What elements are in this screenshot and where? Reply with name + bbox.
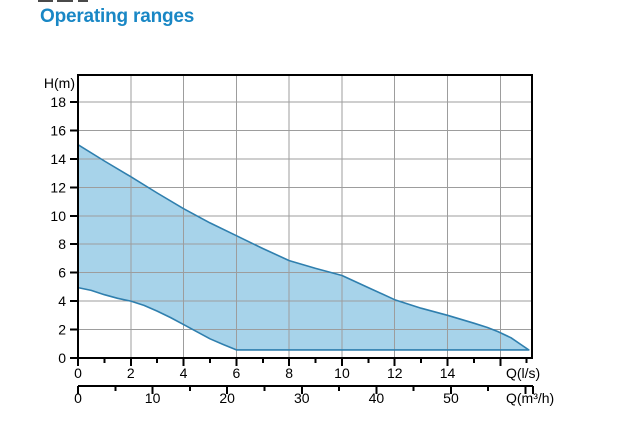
x2-tick-label: 10 <box>145 390 161 406</box>
x-tick-label: 12 <box>387 365 403 381</box>
x-tick-label: 8 <box>285 365 293 381</box>
x-tick-label: 14 <box>440 365 456 381</box>
y-tick-label: 0 <box>58 350 66 366</box>
x2-tick-label: 40 <box>369 390 385 406</box>
y-axis: 0 2 4 6 8 10 12 14 16 18 H(m) <box>44 75 78 366</box>
x2-tick-label: 20 <box>219 390 235 406</box>
x2-tick-label: 30 <box>294 390 310 406</box>
y-tick-label: 12 <box>50 179 66 195</box>
y-tick-label: 16 <box>50 122 66 138</box>
y-tick-label: 8 <box>58 236 66 252</box>
y-tick-label: 4 <box>58 293 66 309</box>
x-tick-label: 6 <box>232 365 240 381</box>
operating-range-band-fill <box>78 144 529 350</box>
x-axis-secondary-title: Q(m³/h) <box>506 390 554 406</box>
y-axis-title: H(m) <box>44 75 75 91</box>
x-axis-primary-title: Q(l/s) <box>506 365 540 381</box>
y-tick-label: 14 <box>50 151 66 167</box>
cropped-content-artifact <box>57 0 73 2</box>
operating-range-band-outline <box>77 143 530 351</box>
x-axis-secondary: 0 10 20 30 40 50 Q(m³/h) <box>74 385 554 406</box>
page-title: Operating ranges <box>40 6 195 27</box>
y-tick-label: 2 <box>58 322 66 338</box>
y-tick-label: 6 <box>58 265 66 281</box>
gridlines <box>78 75 532 358</box>
x-tick-label: 4 <box>180 365 188 381</box>
x-tick-label: 0 <box>74 365 82 381</box>
y-tick-label: 10 <box>50 208 66 224</box>
x2-tick-label: 0 <box>74 390 82 406</box>
cropped-content-artifact <box>38 0 53 2</box>
x-axis-primary: 0 2 4 6 8 10 12 14 Q(l/s) <box>74 358 540 381</box>
x-tick-label: 10 <box>334 365 350 381</box>
x-tick-label: 2 <box>127 365 135 381</box>
x2-tick-label: 50 <box>443 390 459 406</box>
cropped-content-artifact <box>78 0 88 2</box>
y-tick-label: 18 <box>50 94 66 110</box>
